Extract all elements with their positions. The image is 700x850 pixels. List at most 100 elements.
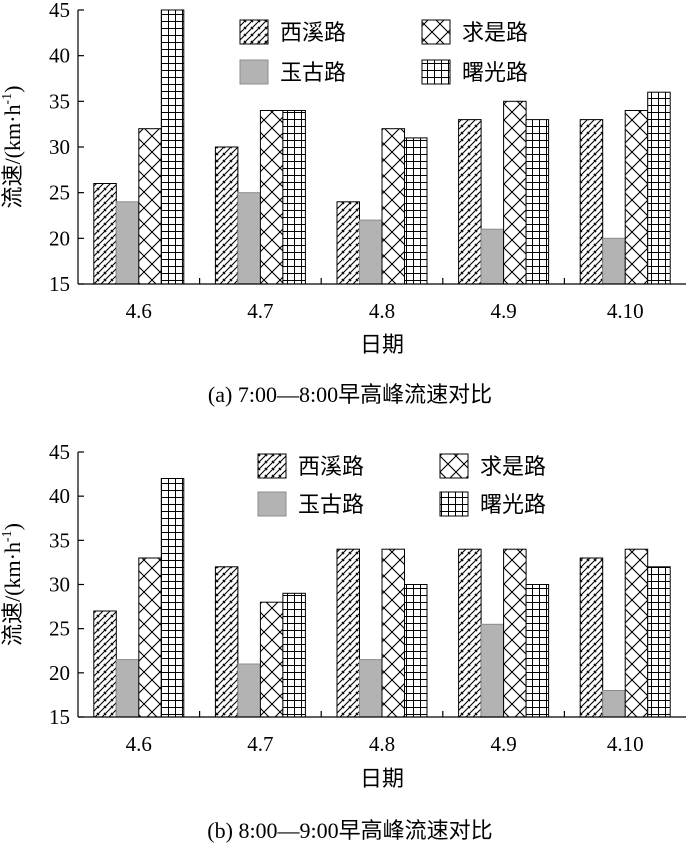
bar-diagonal-4.10 xyxy=(579,119,604,285)
x-tick-label: 4.7 xyxy=(247,732,273,756)
bar-grid-4.9 xyxy=(525,584,550,718)
bar-grid-4.8 xyxy=(404,584,428,718)
y-tick-label: 15 xyxy=(49,272,70,296)
legend-swatch-diagonal xyxy=(239,19,269,45)
bar-crosshatch-4.7 xyxy=(259,110,284,285)
x-tick-label: 4.8 xyxy=(369,732,395,756)
legend-swatch-diagonal xyxy=(257,453,287,479)
bar-crosshatch-4.6 xyxy=(138,128,162,285)
legend-swatch-grid xyxy=(421,59,451,85)
figure-caption: (a) 7:00—8:00早高峰流速对比 xyxy=(208,382,492,407)
bar-grid-4.10 xyxy=(647,566,671,718)
legend-swatch-grid xyxy=(439,491,469,517)
bar-diagonal-4.7 xyxy=(214,566,239,718)
bar-gray-4.8 xyxy=(359,219,383,285)
x-axis-label: 日期 xyxy=(360,766,404,791)
bar-gray-4.9 xyxy=(480,623,505,718)
y-axis-label-close: ) xyxy=(0,523,25,530)
bar-crosshatch-4.9 xyxy=(503,548,527,718)
x-axis-label: 日期 xyxy=(360,332,404,357)
legend-label: 西溪路 xyxy=(298,454,364,479)
y-tick-label: 30 xyxy=(49,573,70,597)
legend-item-gray: 玉古路 xyxy=(257,491,364,517)
bar-gray-4.7 xyxy=(237,663,261,718)
bar-grid-4.7 xyxy=(282,110,306,285)
bar-diagonal-4.7 xyxy=(214,146,239,285)
legend-item-gray: 玉古路 xyxy=(239,59,346,85)
legend-swatch-crosshatch xyxy=(439,453,469,479)
bar-grid-4.9 xyxy=(525,119,550,285)
bar-diagonal-4.8 xyxy=(336,201,360,285)
legend-swatch-crosshatch xyxy=(421,19,451,45)
bar-crosshatch-4.9 xyxy=(503,100,527,285)
bar-diagonal-4.10 xyxy=(579,557,604,718)
y-tick-label: 40 xyxy=(49,44,70,68)
bar-diagonal-4.8 xyxy=(336,548,360,718)
chart-panel-b: 15 20 25 30 35 40 45 4.6 4.7 4.8 4.9 4.10 日期 流速/(km·h… xyxy=(0,440,686,843)
x-tick-label: 4.7 xyxy=(247,299,273,323)
x-tick-label: 4.10 xyxy=(607,299,644,323)
y-tick-label: 35 xyxy=(49,89,70,113)
bar-gray-4.6 xyxy=(115,201,140,285)
y-tick-label: 20 xyxy=(49,661,70,685)
x-tick-label: 4.9 xyxy=(490,299,516,323)
bar-crosshatch-4.8 xyxy=(381,128,405,285)
legend-item-grid: 曙光路 xyxy=(421,59,528,85)
y-axis-label: 流速/(km·h-1) xyxy=(0,523,25,646)
y-axis-label: 流速/(km·h-1) xyxy=(0,86,25,209)
y-tick-label: 20 xyxy=(49,226,70,250)
bar-gray-4.7 xyxy=(237,192,261,285)
bar-crosshatch-4.8 xyxy=(381,548,405,718)
y-tick-label: 30 xyxy=(49,135,70,159)
y-tick-label: 45 xyxy=(49,440,70,464)
bar-diagonal-4.9 xyxy=(458,548,482,718)
bar-crosshatch-4.7 xyxy=(259,601,284,718)
legend-label: 求是路 xyxy=(462,20,528,45)
bar-grid-4.10 xyxy=(647,91,671,285)
y-tick-label: 45 xyxy=(49,0,70,22)
x-tick-label: 4.6 xyxy=(126,299,152,323)
legend-item-grid: 曙光路 xyxy=(439,491,546,517)
bar-diagonal-4.6 xyxy=(93,183,117,285)
y-tick-label: 40 xyxy=(49,484,70,508)
legend-item-crosshatch: 求是路 xyxy=(439,453,546,479)
legend-label: 西溪路 xyxy=(280,20,346,45)
y-axis-label-sup: -1 xyxy=(0,530,15,542)
legend-label: 曙光路 xyxy=(462,60,528,85)
chart-panel-a: 15 20 25 30 35 40 45 4.6 4.7 4.8 4.9 4.10 日期 流速/(km·h… xyxy=(0,0,686,407)
y-tick-label: 25 xyxy=(49,617,70,641)
legend-item-crosshatch: 求是路 xyxy=(421,19,528,45)
y-axis-label-main: 流速/(km·h xyxy=(0,542,25,646)
y-tick-label: 25 xyxy=(49,181,70,205)
bar-crosshatch-4.10 xyxy=(624,548,649,718)
legend-label: 求是路 xyxy=(480,454,546,479)
y-axis-label-main: 流速/(km·h xyxy=(0,105,25,209)
y-axis-label-sup: -1 xyxy=(0,93,15,105)
legend-label: 曙光路 xyxy=(480,492,546,517)
bar-grid-4.6 xyxy=(160,478,185,718)
x-tick-label: 4.6 xyxy=(126,732,152,756)
bar-gray-4.10 xyxy=(602,690,626,718)
bar-crosshatch-4.10 xyxy=(624,110,649,285)
y-tick-label: 35 xyxy=(49,528,70,552)
bar-gray-4.9 xyxy=(480,228,505,285)
bar-diagonal-4.9 xyxy=(458,119,482,285)
legend-swatch-gray xyxy=(239,59,269,85)
bar-diagonal-4.6 xyxy=(93,610,117,718)
bar-grid-4.6 xyxy=(160,9,185,285)
y-axis-label-close: ) xyxy=(0,86,25,93)
bar-gray-4.8 xyxy=(359,659,383,718)
x-tick-label: 4.9 xyxy=(490,732,516,756)
bar-grid-4.8 xyxy=(404,137,428,285)
legend-item-diagonal: 西溪路 xyxy=(239,19,346,45)
y-tick-label: 15 xyxy=(49,705,70,729)
bar-gray-4.6 xyxy=(115,659,140,718)
x-tick-label: 4.8 xyxy=(369,299,395,323)
bar-crosshatch-4.6 xyxy=(138,557,162,718)
legend-label: 玉古路 xyxy=(298,492,364,517)
legend-item-diagonal: 西溪路 xyxy=(257,453,364,479)
bar-gray-4.10 xyxy=(602,237,626,285)
legend-swatch-gray xyxy=(257,491,287,517)
bar-grid-4.7 xyxy=(282,592,306,718)
